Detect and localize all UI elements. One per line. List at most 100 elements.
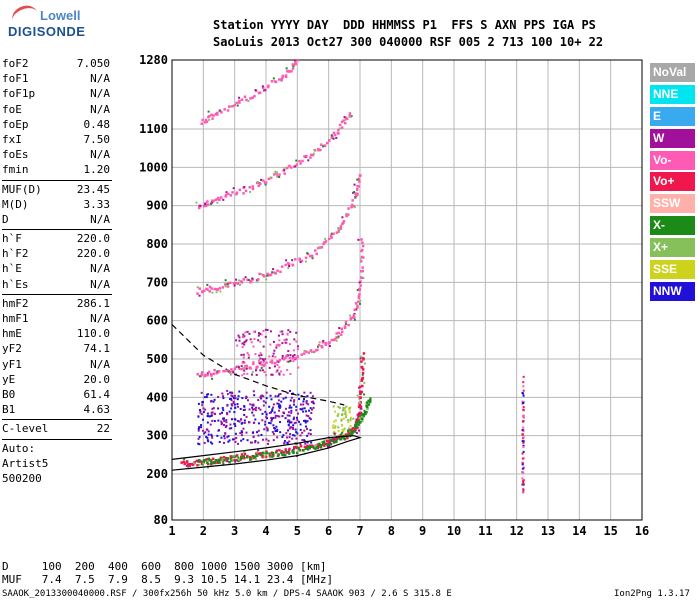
trace-point	[335, 339, 338, 342]
trace-point	[281, 74, 285, 78]
trace-point	[209, 459, 213, 462]
trace-point	[361, 373, 364, 376]
y-tick-label: 700	[146, 275, 168, 289]
trace-point	[294, 357, 298, 360]
echo-point	[232, 400, 235, 403]
echo-point	[237, 334, 240, 337]
trace-point	[278, 359, 282, 362]
echo-point	[239, 432, 242, 435]
trace-point	[287, 267, 290, 270]
trace-point	[357, 418, 360, 422]
echo-point	[211, 442, 214, 445]
trace-point	[235, 458, 238, 462]
echo-point	[270, 418, 273, 421]
echo-point	[275, 429, 278, 432]
echo-point	[252, 414, 255, 417]
echo-point	[289, 433, 292, 436]
trace-point	[275, 172, 278, 175]
param-name: h`E	[2, 262, 22, 276]
echo-point	[293, 399, 296, 402]
echo-point	[243, 408, 246, 411]
trace-point	[331, 437, 334, 441]
echo-point	[201, 404, 204, 407]
trace-point	[348, 115, 351, 118]
trace-point	[292, 451, 295, 455]
echo-point	[285, 338, 288, 341]
trace-point	[333, 432, 336, 435]
trace-point	[361, 241, 364, 244]
trace-point	[266, 274, 269, 277]
echo-point	[276, 436, 279, 439]
trace-point	[233, 284, 236, 287]
trace-point	[316, 348, 319, 352]
trace-point	[292, 66, 295, 69]
y-tick-label: 200	[146, 467, 168, 481]
echo-point	[297, 348, 300, 351]
echo-point	[252, 431, 255, 434]
echo-point	[305, 414, 308, 417]
param-name: fxI	[2, 132, 22, 146]
echo-point	[522, 426, 525, 429]
echo-point	[272, 417, 275, 420]
x-tick-label: 16	[635, 524, 649, 538]
echo-point	[240, 431, 243, 434]
trace-point	[206, 372, 209, 375]
echo-point	[342, 430, 345, 433]
echo-point	[292, 424, 295, 427]
trace-point	[369, 397, 372, 400]
echo-point	[522, 441, 525, 444]
echo-point	[521, 429, 524, 432]
trace-point	[366, 408, 369, 411]
trace-point	[357, 178, 361, 181]
trace-point	[206, 283, 209, 286]
echo-point	[295, 331, 298, 334]
echo-point	[283, 338, 286, 341]
echo-point	[207, 430, 210, 433]
trace-point	[278, 448, 281, 452]
trace-point	[226, 460, 229, 463]
legend-item: SSW	[650, 194, 695, 214]
echo-point	[273, 411, 276, 414]
echo-point	[286, 332, 289, 335]
trace-point	[312, 350, 316, 354]
trace-point	[357, 429, 360, 432]
echo-point	[278, 415, 281, 418]
trace-point	[216, 113, 219, 116]
trace-point	[338, 327, 341, 330]
echo-point	[522, 488, 525, 491]
trace-point	[256, 365, 259, 369]
param-value: 4.63	[83, 403, 111, 417]
echo-point	[257, 422, 260, 425]
echo-point	[213, 420, 216, 423]
echo-point	[296, 432, 299, 435]
echo-point	[279, 330, 282, 333]
param-row: B0 61.4	[2, 387, 112, 402]
trace-point	[200, 460, 204, 464]
trace-point	[355, 308, 358, 311]
param-name: hmE	[2, 327, 22, 341]
param-value: 22	[96, 422, 110, 436]
trace-point	[308, 447, 311, 450]
param-name: MUF(D)	[2, 182, 42, 196]
trace-point	[282, 451, 286, 454]
trace-point	[328, 341, 331, 344]
trace-point	[251, 96, 254, 99]
echo-point	[255, 406, 258, 409]
param-row: h`F2 220.0	[2, 246, 112, 261]
echo-point	[239, 407, 242, 410]
echo-point	[270, 411, 273, 414]
echo-point	[198, 436, 201, 439]
trace-point	[277, 360, 280, 363]
echo-point	[276, 402, 279, 405]
echo-point	[259, 340, 262, 343]
trace-point	[326, 445, 329, 448]
trace-point	[205, 204, 208, 208]
echo-point	[522, 406, 525, 409]
trace-point	[195, 201, 198, 204]
trace-point	[288, 70, 291, 73]
trace-point	[237, 456, 240, 459]
trace-point	[257, 449, 260, 452]
echo-point	[292, 427, 295, 430]
trace-point	[226, 369, 230, 372]
trace-point	[250, 457, 253, 461]
